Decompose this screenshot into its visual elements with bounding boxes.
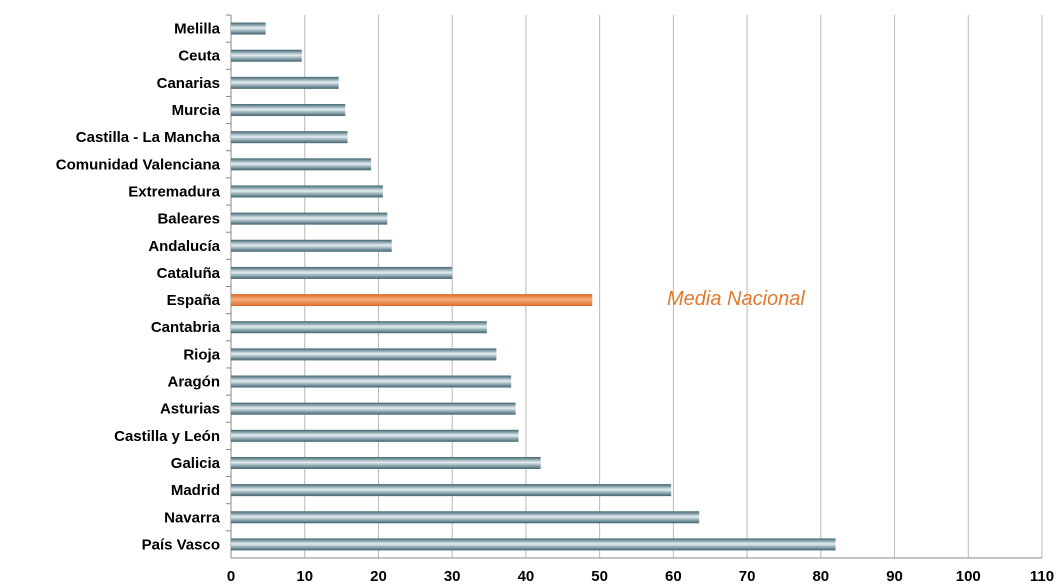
x-tick-label: 70: [739, 568, 756, 585]
bar: [231, 185, 383, 198]
x-tick-label: 100: [956, 568, 981, 585]
category-label: Navarra: [164, 509, 221, 526]
category-label: Comunidad Valenciana: [56, 156, 221, 173]
x-tick-label: 40: [518, 568, 535, 585]
bar: [231, 76, 339, 89]
bar: [231, 131, 348, 144]
x-tick-label: 90: [886, 568, 903, 585]
bar: [231, 511, 700, 524]
grid-lines: [226, 14, 1043, 559]
bar-highlight: [231, 294, 593, 307]
bar: [231, 22, 266, 35]
category-label: Murcia: [172, 102, 221, 119]
category-label: Extremadura: [128, 183, 220, 200]
x-tick-label: 110: [1030, 568, 1054, 585]
bar: [231, 158, 372, 171]
x-tick-label: 50: [591, 568, 608, 585]
bar: [231, 266, 453, 279]
category-label: Castilla y León: [114, 428, 220, 445]
bar: [231, 104, 346, 117]
bars: [231, 22, 836, 551]
x-tick-labels: 0 10 20 30 40 50 60 70 80 90 100 110: [227, 568, 1054, 585]
category-labels: Melilla Ceuta Canarias Murcia Castilla - La …: [56, 21, 221, 554]
category-label: Castilla - La Mancha: [76, 129, 221, 146]
bar: [231, 212, 388, 225]
category-label: País Vasco: [142, 536, 220, 553]
x-tick-label: 0: [227, 568, 235, 585]
annotation-media-nacional: Media Nacional: [667, 288, 805, 310]
bar: [231, 456, 541, 469]
bar: [231, 348, 497, 361]
bar: [231, 538, 836, 551]
category-label: España: [167, 292, 221, 309]
category-label: Andalucía: [148, 238, 220, 255]
category-label: Galicia: [171, 455, 221, 472]
bar: [231, 49, 302, 62]
x-tick-label: 10: [296, 568, 313, 585]
bar: [231, 321, 487, 334]
bar: [231, 429, 519, 442]
x-tick-label: 80: [812, 568, 829, 585]
category-label: Madrid: [171, 482, 220, 499]
category-label: Rioja: [183, 346, 220, 363]
bar: [231, 484, 672, 497]
bar: [231, 375, 512, 388]
category-label: Melilla: [174, 21, 221, 38]
category-label: Ceuta: [178, 48, 220, 65]
x-tick-label: 30: [444, 568, 461, 585]
category-label: Canarias: [157, 75, 220, 92]
x-tick-label: 60: [665, 568, 682, 585]
category-label: Cantabria: [151, 319, 221, 336]
bar: [231, 239, 392, 252]
category-label: Baleares: [157, 211, 220, 228]
x-tick-label: 20: [370, 568, 387, 585]
category-label: Asturias: [160, 401, 220, 418]
category-label: Cataluña: [157, 265, 221, 282]
bar: [231, 402, 516, 415]
category-label: Aragón: [168, 374, 221, 391]
